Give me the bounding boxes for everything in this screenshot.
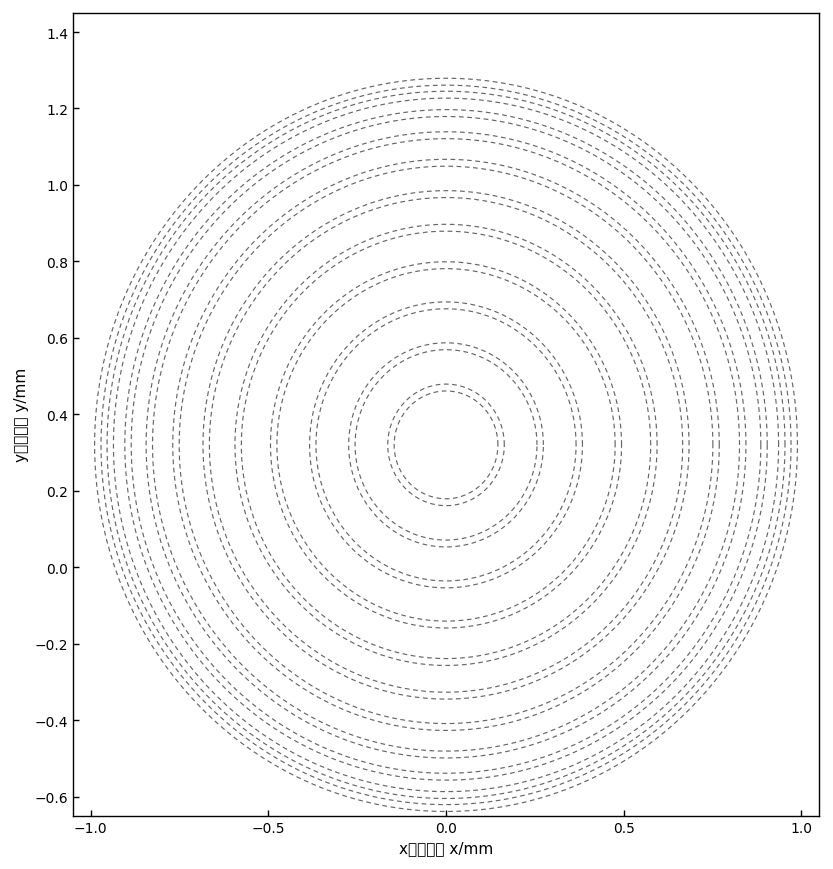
X-axis label: x方向位置 x/mm: x方向位置 x/mm — [399, 840, 493, 855]
Y-axis label: y方向位置 y/mm: y方向位置 y/mm — [14, 368, 29, 462]
